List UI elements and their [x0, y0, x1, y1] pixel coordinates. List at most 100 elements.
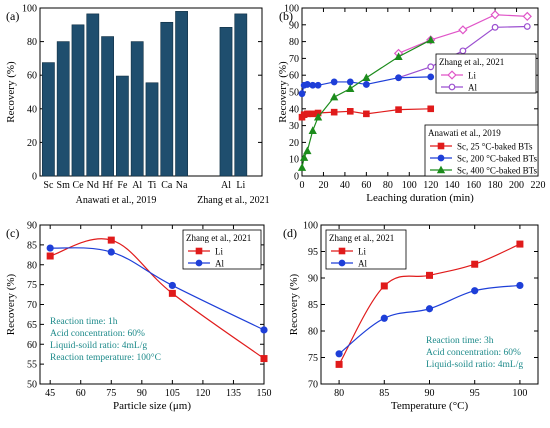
bar — [56, 41, 70, 177]
x-tick-label: Ce — [72, 180, 84, 191]
y-tick-label: 70 — [27, 300, 37, 311]
x-tick-label: 85 — [379, 388, 389, 399]
x-tick-label: Ti — [148, 180, 157, 191]
data-point — [330, 78, 338, 86]
bar — [101, 36, 114, 177]
data-point — [425, 305, 434, 313]
legend-entry: Sc, 25 °C-baked BTs — [457, 142, 533, 152]
annotation-line: Liquid-soild ratio: 4mL/g — [50, 341, 147, 351]
data-point — [491, 23, 499, 31]
y-tick-label: 55 — [27, 360, 37, 371]
x-axis-label: Leaching duration (min) — [366, 192, 474, 204]
data-point — [330, 108, 338, 116]
data-point — [304, 110, 311, 118]
y-axis-label: Recovery (%) — [5, 273, 17, 335]
data-point — [300, 153, 309, 161]
series-line — [301, 39, 432, 168]
y-axis-label: Recovery (%) — [5, 61, 17, 123]
x-tick-label: 100 — [512, 388, 527, 399]
legend-marker — [437, 142, 445, 150]
y-tick-label: 0 — [294, 172, 299, 183]
x-tick-label: 40 — [340, 180, 350, 191]
annotation-line: Liquid-soild ratio: 4mL/g — [426, 360, 523, 370]
legend-title: Zhang et al., 2021 — [186, 233, 251, 243]
x-tick-label: 140 — [445, 180, 460, 191]
x-tick-label: 220 — [531, 180, 546, 191]
legend-marker — [436, 165, 446, 174]
y-tick-label: 10 — [289, 155, 299, 166]
series-line — [50, 238, 265, 360]
legend-marker — [338, 259, 346, 267]
legend-entry: Li — [358, 247, 366, 257]
y-tick-label: 50 — [27, 380, 37, 391]
x-tick-label: Na — [176, 180, 188, 191]
y-tick-label: 85 — [27, 240, 37, 251]
legend-entry: Al — [468, 83, 477, 93]
bar — [145, 82, 159, 177]
data-point — [260, 326, 268, 334]
annotation-line: Reaction time: 1h — [50, 317, 118, 327]
x-tick-label: 150 — [257, 388, 272, 399]
legend-box — [424, 124, 539, 177]
y-tick-label: 70 — [308, 380, 318, 391]
bar — [130, 41, 144, 177]
y-tick-label: 20 — [27, 138, 37, 149]
annotation-line: Acid concentration: 60% — [50, 329, 145, 339]
y-tick-label: 75 — [308, 353, 318, 364]
data-point — [168, 289, 176, 297]
annotation-line: Acid concentration: 60% — [426, 348, 521, 358]
legend-title: Zhang et al., 2021 — [329, 233, 394, 243]
x-tick-label: 95 — [470, 388, 480, 399]
bar — [116, 75, 129, 177]
data-point — [168, 281, 176, 290]
y-tick-label: 65 — [27, 320, 37, 331]
x-tick-label: 0 — [300, 180, 305, 191]
data-point — [46, 244, 54, 252]
data-point — [380, 282, 388, 290]
x-tick-label: Ca — [161, 180, 173, 191]
x-tick-label: 45 — [45, 388, 55, 399]
y-tick-label: 80 — [27, 37, 37, 48]
x-tick-label: 105 — [165, 388, 180, 399]
legend-marker — [437, 154, 445, 162]
data-point — [522, 11, 532, 22]
x-tick-label: Li — [236, 180, 245, 191]
legend-marker — [338, 247, 346, 255]
data-point — [346, 84, 355, 92]
y-tick-label: 90 — [289, 20, 299, 31]
y-tick-label: 60 — [27, 71, 37, 82]
legend-marker — [447, 70, 457, 80]
data-point — [308, 126, 317, 134]
legend-entry: Sc, 400 °C-baked BTs — [457, 166, 537, 176]
bar — [219, 27, 233, 177]
data-point — [362, 81, 370, 88]
data-point — [516, 281, 524, 290]
bar — [175, 11, 188, 177]
data-point — [107, 248, 115, 256]
y-tick-label: 75 — [27, 280, 37, 291]
group-label: Anawati et al., 2019 — [76, 195, 157, 206]
legend-entry: Al — [215, 259, 224, 269]
y-tick-label: 0 — [32, 172, 37, 183]
bar — [42, 62, 55, 177]
bar — [160, 21, 174, 177]
panel-a: 0 20 40 60 80 100 Recovery (%) (a) Sc Sm Ce Nd Hf Fe A… — [5, 4, 270, 207]
x-axis-label: Temperature (°C) — [391, 400, 469, 412]
data-point — [427, 105, 435, 113]
data-point — [298, 90, 306, 98]
data-point — [346, 78, 354, 86]
data-point — [363, 110, 370, 118]
data-point — [46, 252, 54, 260]
x-tick-label: Al — [132, 180, 142, 191]
panel-label: (c) — [6, 226, 19, 240]
x-tick-label: 100 — [402, 180, 417, 191]
legend-title: Zhang et al., 2021 — [439, 57, 504, 67]
y-axis-label: Recovery (%) — [288, 273, 300, 335]
y-tick-label: 60 — [27, 340, 37, 351]
y-tick-label: 30 — [289, 121, 299, 132]
bar — [234, 13, 248, 177]
panel-c: 50 55 60 65 70 75 80 85 90 45 60 75 90 105 120 135 150 Pa… — [5, 221, 272, 413]
data-point — [394, 52, 403, 61]
series-line — [50, 247, 265, 331]
